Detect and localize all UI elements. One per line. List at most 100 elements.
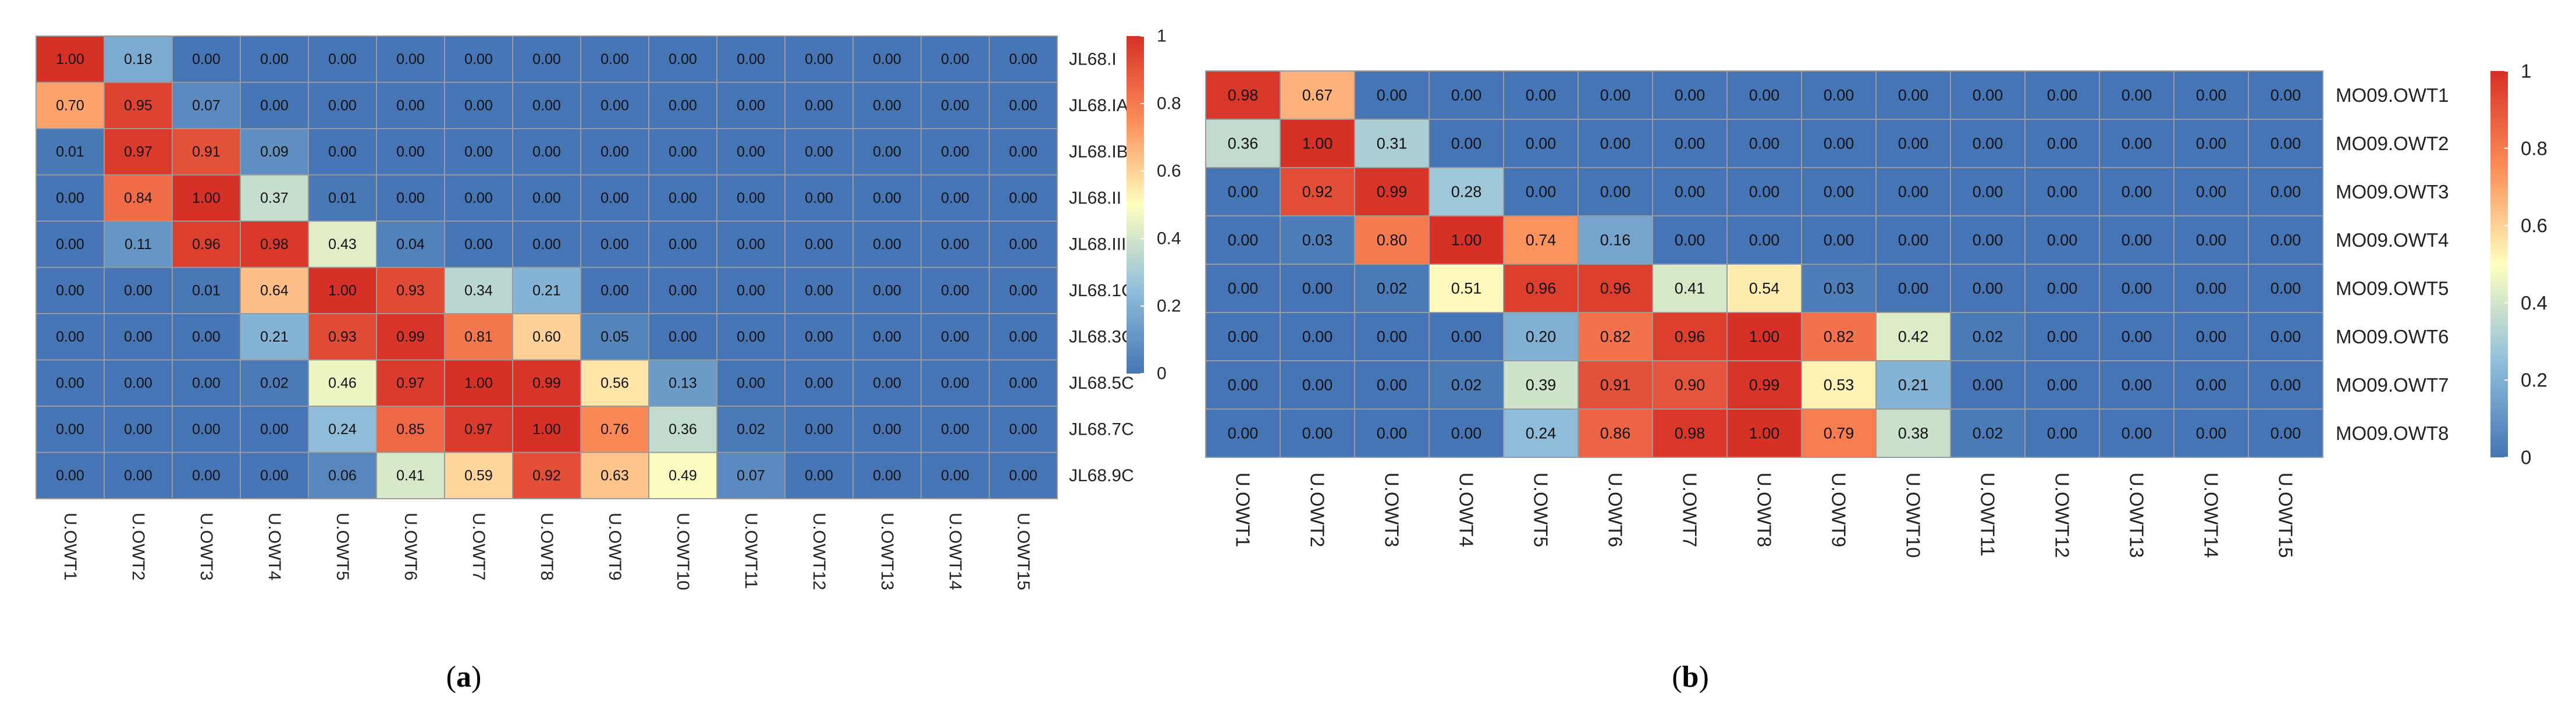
column-label: U.OWT2 (129, 513, 148, 581)
row-label: JL68.II (1069, 189, 1121, 208)
column-label: U.OWT2 (1307, 472, 1328, 547)
cell-value-label: 0.07 (192, 97, 221, 113)
column-label: U.OWT10 (1903, 472, 1924, 558)
heatmap-cell (1503, 408, 1579, 458)
heatmap-cell (989, 406, 1058, 453)
column-label: U.OWT7 (469, 513, 488, 581)
cell-value-label: 0.00 (737, 282, 765, 299)
heatmap-cell (172, 359, 241, 407)
cell-value-label: 0.00 (532, 190, 561, 206)
cell-value-label: 0.59 (464, 467, 493, 484)
heatmap-cell (2173, 312, 2249, 361)
heatmap-cell (989, 81, 1058, 129)
cell-value-label: 0.00 (601, 51, 629, 67)
cell-value-label: 0.93 (328, 329, 357, 345)
cell-value-label: 1.00 (1749, 328, 1780, 346)
heatmap-cell (1875, 312, 1951, 361)
cell-value-label: 0.00 (941, 144, 969, 160)
heatmap-cell (2099, 408, 2175, 458)
heatmap-cell (444, 313, 513, 361)
heatmap-cell (512, 174, 581, 222)
heatmap-panel-b: 0.98 0.67 0.00 0.00 0.00 0.00 0.00 0.00 0.00 0.00… (1205, 61, 2547, 694)
cell-value-label: 0.00 (669, 190, 697, 206)
heatmap-cell (1652, 167, 1728, 216)
cell-value-label: 0.53 (1824, 376, 1854, 394)
cell-value-label: 0.00 (1898, 135, 1929, 152)
cell-value-label: 0.24 (1526, 425, 1557, 442)
cell-value-label: 0.82 (1824, 328, 1854, 346)
cell-value-label: 0.00 (2196, 376, 2227, 394)
cell-value-label: 0.97 (124, 144, 152, 160)
heatmap-cell (2248, 264, 2323, 313)
cell-value-label: 0.37 (260, 190, 289, 206)
cell-value-label: 0.00 (1973, 280, 2003, 297)
colorbar-tick-label: 0 (1157, 364, 1167, 383)
cell-value-label: 0.02 (1451, 376, 1482, 394)
cell-value-label: 0.05 (601, 329, 629, 345)
cell-value-label: 0.00 (124, 467, 152, 484)
cell-value-label: 1.00 (1302, 135, 1333, 152)
cell-value-label: 0.04 (396, 236, 425, 253)
cell-value-label: 0.86 (1600, 425, 1631, 442)
heatmap-cell (104, 406, 173, 453)
cell-value-label: 0.49 (669, 467, 697, 484)
cell-value-label: 0.00 (1600, 183, 1631, 201)
column-label: U.OWT9 (605, 513, 624, 581)
cell-value-label: 0.38 (1898, 425, 1929, 442)
heatmap-cell (1429, 264, 1504, 313)
heatmap-cell (512, 221, 581, 268)
cell-value-label: 0.98 (1228, 87, 1259, 104)
cell-value-label: 0.00 (56, 375, 84, 391)
heatmap-cell (308, 174, 377, 222)
heatmap-cell (1875, 167, 1951, 216)
heatmap-cell (308, 313, 377, 361)
heatmap-cell (1950, 70, 2026, 120)
cell-value-label: 0.00 (192, 329, 221, 345)
heatmap-cell (1801, 70, 1877, 120)
cell-value-label: 0.00 (737, 329, 765, 345)
heatmap-cell (989, 267, 1058, 314)
cell-value-label: 0.00 (56, 329, 84, 345)
cell-value-label: 0.00 (1228, 280, 1259, 297)
heatmap-cell (172, 81, 241, 129)
heatmap-cell (852, 81, 922, 129)
heatmap-cell (1354, 360, 1430, 410)
row-label: JL68.9C (1069, 466, 1134, 485)
colorbar-tick-label: 0.6 (2521, 215, 2547, 236)
cell-value-label: 0.02 (1377, 280, 1408, 297)
cell-value-label: 0.00 (2122, 425, 2152, 442)
heatmap-cell (240, 81, 309, 129)
column-label: U.OWT7 (1679, 472, 1701, 547)
cell-value-label: 0.00 (1451, 328, 1482, 346)
heatmap-cell (989, 221, 1058, 268)
row-label: MO09.OWT8 (2336, 422, 2449, 444)
heatmap-cell (376, 128, 445, 176)
cell-value-label: 0.07 (737, 467, 765, 484)
cell-value-label: 0.00 (1009, 282, 1037, 299)
row-label: MO09.OWT5 (2336, 278, 2449, 299)
colorbar-tick-label: 0.8 (2521, 137, 2547, 159)
heatmap-cell (648, 359, 717, 407)
heatmap-cell (172, 267, 241, 314)
cell-value-label: 0.00 (2122, 87, 2152, 104)
cell-value-label: 0.00 (532, 97, 561, 113)
heatmap-cell (1801, 215, 1877, 265)
cell-value-label: 0.00 (1824, 232, 1854, 249)
cell-value-label: 0.02 (1973, 328, 2003, 346)
cell-value-label: 0.00 (1302, 280, 1333, 297)
cell-value-label: 0.00 (1675, 183, 1706, 201)
cell-value-label: 0.13 (669, 375, 697, 391)
cell-value-label: 0.76 (601, 421, 629, 438)
heatmap-cell (240, 221, 309, 268)
heatmap-cell (376, 267, 445, 314)
cell-value-label: 0.00 (601, 144, 629, 160)
heatmap-cell (1652, 119, 1728, 168)
cell-value-label: 0.00 (941, 190, 969, 206)
cell-value-label: 0.84 (124, 190, 152, 206)
cell-value-label: 0.00 (737, 190, 765, 206)
cell-value-label: 0.24 (328, 421, 357, 438)
heatmap-cell (172, 406, 241, 453)
heatmap-cell (921, 81, 990, 129)
heatmap-cell (648, 267, 717, 314)
heatmap-cell (1801, 167, 1877, 216)
